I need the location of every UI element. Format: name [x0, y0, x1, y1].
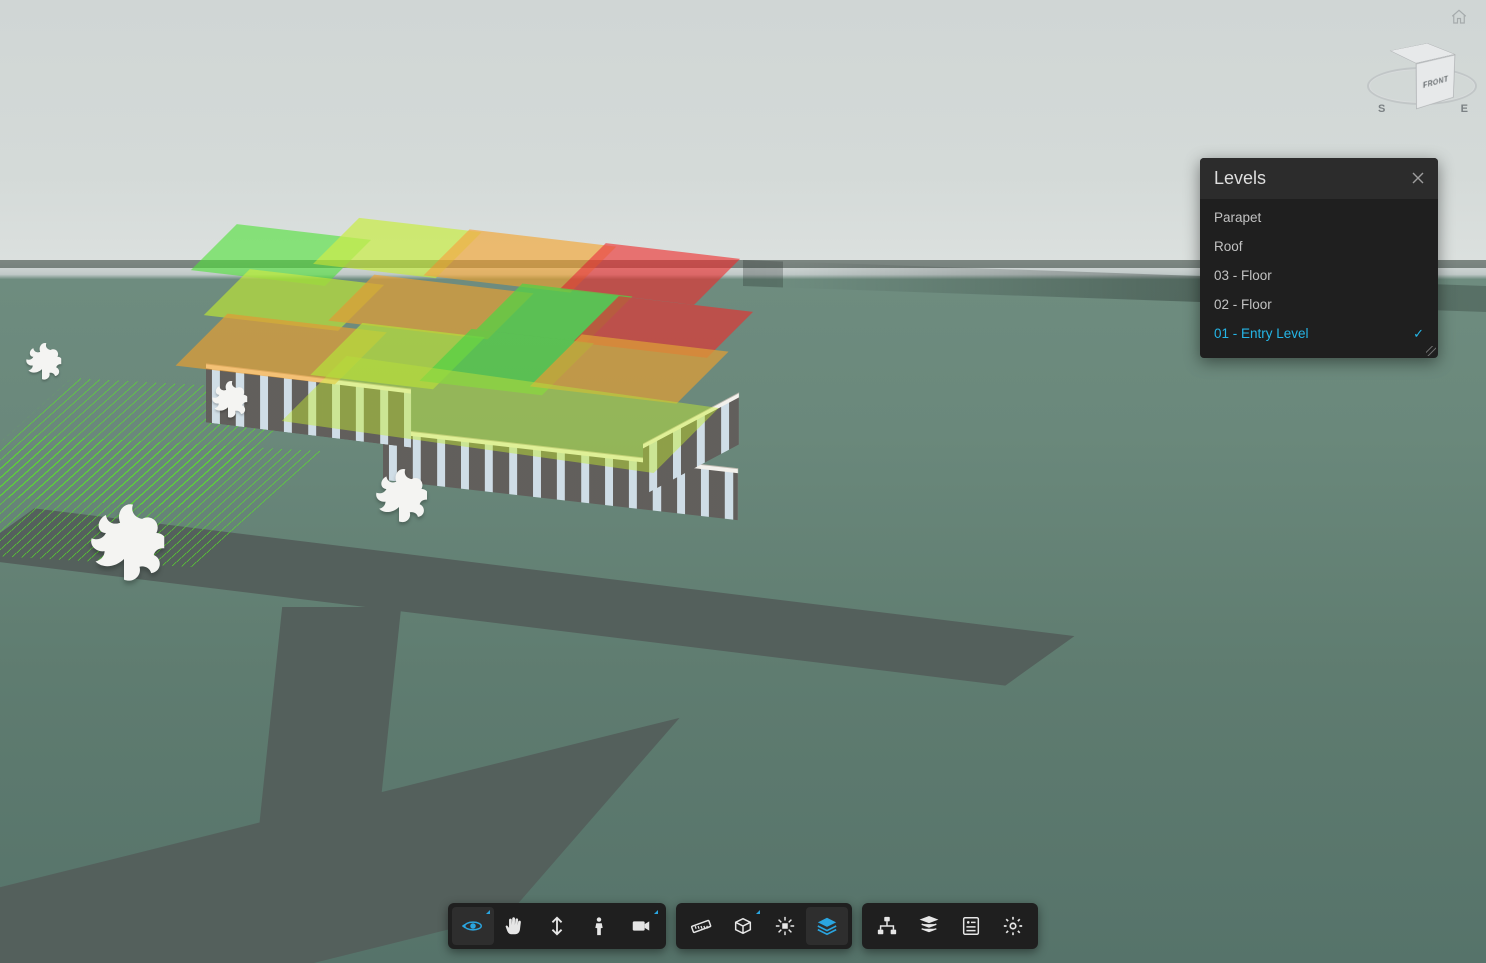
close-icon	[1412, 172, 1424, 184]
toolbar	[448, 903, 1038, 949]
props-icon	[960, 915, 982, 937]
camera-button[interactable]	[620, 907, 662, 945]
levels-item[interactable]: Roof	[1200, 232, 1438, 261]
sectionbox-icon	[732, 915, 754, 937]
sheets-button[interactable]	[908, 907, 950, 945]
close-button[interactable]	[1412, 171, 1424, 187]
compass-label-e: E	[1461, 103, 1468, 115]
compass-label-s: S	[1378, 103, 1385, 115]
viewcube[interactable]: S E FRONT RIGHT	[1380, 37, 1464, 121]
levels-item[interactable]: 03 - Floor	[1200, 261, 1438, 290]
tree	[209, 377, 248, 427]
pan-button[interactable]	[494, 907, 536, 945]
levels-list: ParapetRoof03 - Floor02 - Floor01 - Entr…	[1200, 199, 1438, 358]
updown-icon	[546, 915, 568, 937]
tree	[371, 462, 427, 534]
viewport-3d[interactable]	[0, 0, 1486, 963]
heatmap-overlay	[178, 212, 862, 539]
orbit-icon	[462, 915, 484, 937]
first-person-button[interactable]	[578, 907, 620, 945]
explode-icon	[774, 915, 796, 937]
dropdown-indicator-icon	[654, 910, 658, 914]
viewcube-cube[interactable]: FRONT RIGHT	[1402, 48, 1441, 100]
settings-button[interactable]	[992, 907, 1034, 945]
dropdown-indicator-icon	[486, 910, 490, 914]
levels-item[interactable]: 02 - Floor	[1200, 290, 1438, 319]
camera-icon	[630, 915, 652, 937]
section-button[interactable]	[722, 907, 764, 945]
levels-item[interactable]: Parapet	[1200, 203, 1438, 232]
layers-icon	[816, 915, 838, 937]
levels-button[interactable]	[806, 907, 848, 945]
gear-icon	[1002, 915, 1024, 937]
levels-panel-header[interactable]: Levels	[1200, 158, 1438, 199]
viewcube-container: S E FRONT RIGHT	[1342, 6, 1470, 121]
tree-icon	[876, 915, 898, 937]
zoom-button[interactable]	[536, 907, 578, 945]
properties-button[interactable]	[950, 907, 992, 945]
stack-icon	[918, 915, 940, 937]
person-icon	[588, 915, 610, 937]
toolbar-group-navigation	[448, 903, 666, 949]
dropdown-indicator-icon	[756, 910, 760, 914]
toolbar-group-inspect	[676, 903, 852, 949]
explode-button[interactable]	[764, 907, 806, 945]
model-browser-button[interactable]	[866, 907, 908, 945]
tree	[23, 338, 62, 388]
tree	[84, 494, 165, 598]
hand-icon	[504, 915, 526, 937]
levels-panel-title: Levels	[1214, 168, 1266, 189]
building-model[interactable]	[178, 212, 862, 539]
toolbar-group-model	[862, 903, 1038, 949]
orbit-button[interactable]	[452, 907, 494, 945]
home-icon	[1450, 8, 1468, 26]
levels-panel[interactable]: Levels ParapetRoof03 - Floor02 - Floor01…	[1200, 158, 1438, 358]
levels-item[interactable]: 01 - Entry Level	[1200, 319, 1438, 348]
ruler-icon	[690, 915, 712, 937]
home-button[interactable]	[1448, 6, 1470, 33]
measure-button[interactable]	[680, 907, 722, 945]
